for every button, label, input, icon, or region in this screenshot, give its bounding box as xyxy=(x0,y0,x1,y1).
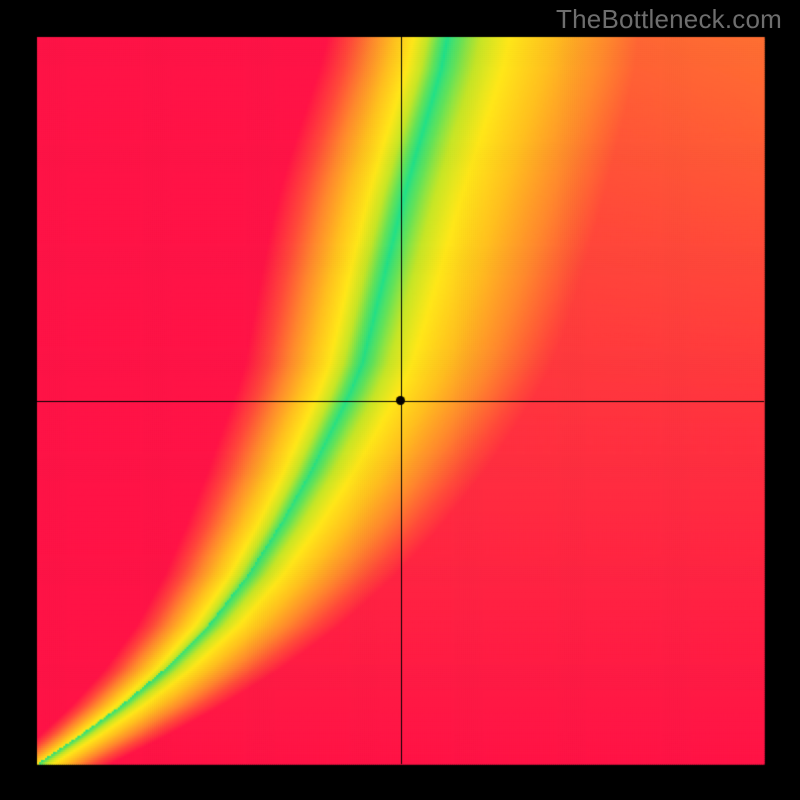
bottleneck-heatmap xyxy=(0,0,800,800)
watermark-text: TheBottleneck.com xyxy=(556,4,782,35)
chart-container: TheBottleneck.com xyxy=(0,0,800,800)
